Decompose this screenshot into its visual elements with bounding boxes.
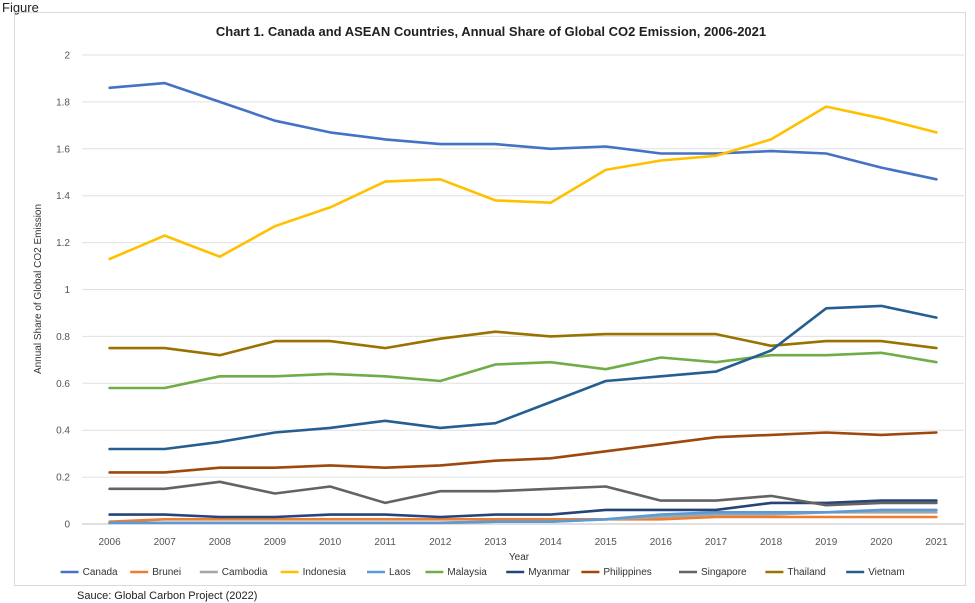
series-line-philippines	[108, 431, 938, 474]
x-tick-label: 2016	[650, 537, 673, 548]
x-tick-label: 2017	[705, 537, 728, 548]
x-tick-label: 2014	[539, 537, 562, 548]
series-line-malaysia	[108, 351, 938, 390]
y-tick-label: 0.6	[56, 379, 70, 390]
y-tick-label: 1.4	[56, 191, 70, 202]
legend-label: Indonesia	[303, 567, 347, 578]
chart-legend: Canada Brunei Cambodia Indonesia Laos Malaysi…	[60, 567, 905, 578]
y-tick-label: 1.8	[56, 97, 70, 108]
x-tick-label: 2021	[925, 537, 948, 548]
y-tick-label: 0	[64, 520, 70, 531]
y-tick-label: 0.2	[56, 473, 70, 484]
legend-label: Laos	[389, 567, 411, 578]
y-tick-label: 2	[64, 51, 70, 62]
source-note: Sauce: Global Carbon Project (2022)	[77, 590, 258, 602]
series-line-canada	[108, 81, 938, 181]
legend-label: Brunei	[152, 567, 181, 578]
series-line-laos	[108, 508, 938, 525]
x-tick-label: 2008	[209, 537, 232, 548]
series-lines	[108, 81, 938, 525]
series-line-indonesia	[108, 105, 938, 261]
y-tick-label: 1	[64, 285, 70, 296]
chart-title: Chart 1. Canada and ASEAN Countries, Ann…	[216, 24, 766, 39]
x-axis-ticks: 2006 2007 2008 2009 2010 2011 2012 2013 2014 2015…	[98, 537, 948, 548]
x-tick-label: 2015	[595, 537, 618, 548]
x-tick-label: 2013	[484, 537, 507, 548]
legend-label: Malaysia	[447, 567, 487, 578]
x-axis-label: Year	[509, 552, 530, 563]
legend-label: Myanmar	[528, 567, 570, 578]
series-line-myanmar	[108, 499, 938, 519]
x-tick-label: 2018	[760, 537, 783, 548]
x-tick-label: 2019	[815, 537, 838, 548]
x-tick-label: 2007	[154, 537, 177, 548]
y-tick-label: 1.6	[56, 144, 70, 155]
y-tick-label: 0.4	[56, 426, 70, 437]
x-tick-label: 2009	[264, 537, 287, 548]
grid-lines	[82, 54, 964, 525]
legend-label: Vietnam	[868, 567, 905, 578]
series-line-brunei	[108, 515, 938, 524]
series-line-vietnam	[108, 304, 938, 451]
x-tick-label: 2011	[374, 537, 396, 548]
legend-label: Cambodia	[222, 567, 268, 578]
legend-label: Philippines	[603, 567, 651, 578]
x-tick-label: 2010	[319, 537, 342, 548]
y-tick-label: 0.8	[56, 332, 70, 343]
legend-label: Singapore	[701, 567, 747, 578]
series-line-thailand	[108, 330, 938, 357]
x-tick-label: 2012	[429, 537, 452, 548]
x-tick-label: 2020	[870, 537, 893, 548]
chart-frame	[14, 12, 966, 586]
y-axis-ticks: 0 0.2 0.4 0.6 0.8 1 1.2 1.4 1.6 1.8 2	[56, 51, 70, 531]
figure-label: Figure	[2, 0, 39, 15]
legend-label: Thailand	[787, 567, 825, 578]
y-axis-label: Annual Share of Global CO2 Emission	[33, 204, 44, 374]
x-tick-label: 2006	[98, 537, 121, 548]
series-line-singapore	[108, 480, 938, 507]
legend-label: Canada	[83, 567, 118, 578]
y-tick-label: 1.2	[56, 238, 70, 249]
